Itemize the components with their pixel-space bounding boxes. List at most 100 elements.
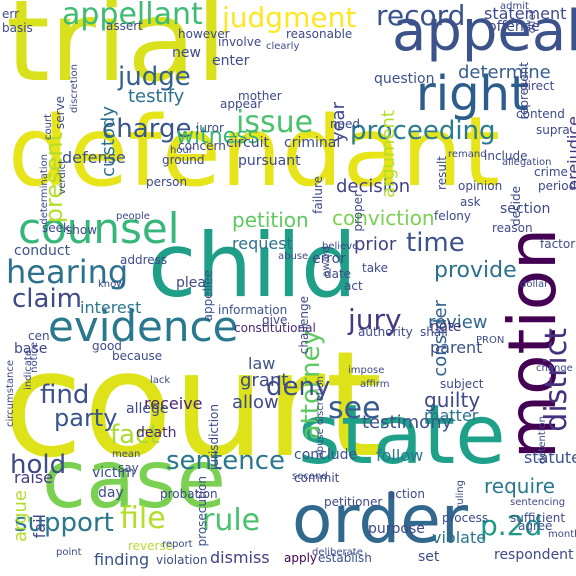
word: receive <box>144 394 203 413</box>
word: death <box>136 425 177 441</box>
word: error <box>312 251 346 267</box>
word: judgment <box>222 1 357 34</box>
word: plea <box>176 275 206 291</box>
word: offense <box>488 19 540 35</box>
word: discretion <box>69 64 80 114</box>
word: process <box>442 511 489 525</box>
word: verdict <box>57 160 68 195</box>
word: basis <box>2 21 33 35</box>
word: case <box>42 433 226 526</box>
word: order <box>292 481 468 558</box>
word: factor <box>540 237 576 251</box>
word: provide <box>434 258 517 283</box>
word: result <box>435 156 449 190</box>
word: establish <box>318 551 372 565</box>
word: supra <box>536 123 570 137</box>
word: say <box>118 461 139 475</box>
word: person <box>146 175 188 189</box>
word: award <box>321 246 332 277</box>
word: statute <box>524 448 576 467</box>
word: give <box>262 313 288 327</box>
word: information <box>218 303 288 317</box>
word: circumstance <box>5 360 16 427</box>
word: agree <box>518 519 553 533</box>
word: felony <box>434 209 471 223</box>
word: evidence <box>48 302 239 351</box>
word: mother <box>238 89 282 103</box>
word: base <box>14 341 48 357</box>
word: charge <box>102 114 192 144</box>
word: need <box>330 117 360 131</box>
word: report <box>162 539 193 550</box>
word: remand <box>448 149 487 160</box>
word: parent <box>430 338 483 357</box>
word: purpose <box>368 521 425 537</box>
word: reason <box>492 221 533 235</box>
word: note <box>430 319 462 335</box>
word: criminal <box>284 135 341 151</box>
word: sentence <box>166 446 285 476</box>
word: request <box>232 234 293 253</box>
word: testify <box>128 86 185 107</box>
word: sufficient <box>510 511 566 525</box>
word: good <box>92 339 122 353</box>
word: violate <box>432 528 487 547</box>
word: guilty <box>424 388 481 412</box>
word: commit <box>294 471 340 485</box>
word: conviction <box>332 206 435 230</box>
word: issue <box>236 105 314 140</box>
word: jury <box>348 303 402 336</box>
word: show <box>66 223 98 237</box>
word: decide <box>509 186 523 226</box>
word: trial <box>6 0 227 107</box>
word: period <box>538 179 576 193</box>
word: appellant <box>62 0 203 32</box>
word: state <box>298 388 506 483</box>
word: law <box>248 354 276 373</box>
word: opinion <box>458 179 503 193</box>
word: sentencing <box>510 497 566 508</box>
word: direct <box>520 79 555 93</box>
word: dismiss <box>210 548 270 567</box>
word: fact <box>110 420 160 450</box>
word: petition <box>232 208 309 232</box>
word: failure <box>311 176 325 214</box>
word: juror <box>196 121 224 135</box>
word: constitutional <box>234 321 316 335</box>
word: point <box>56 547 82 558</box>
word: conclude <box>294 447 358 463</box>
word: victim <box>92 465 135 481</box>
word: reasonable <box>286 27 353 41</box>
word: reverse <box>128 539 174 553</box>
word: day <box>98 485 124 501</box>
word: concern <box>178 139 226 153</box>
word: counsel <box>18 204 180 253</box>
word: second <box>292 471 328 482</box>
word: support <box>14 508 114 538</box>
word: statement <box>484 4 567 23</box>
word: grant <box>240 370 289 391</box>
word: date <box>324 267 352 281</box>
word: party <box>54 404 118 432</box>
word: hearing <box>6 253 129 291</box>
word: indicate <box>23 350 34 390</box>
word: dollar <box>520 279 549 290</box>
word: abuse discretion <box>315 376 326 459</box>
word: ask <box>460 195 481 209</box>
word: action <box>388 487 425 501</box>
word: argue <box>10 490 31 543</box>
word: interest <box>80 298 142 317</box>
word: subject <box>440 377 484 391</box>
word: court <box>3 320 383 490</box>
word: fail <box>30 514 49 539</box>
word: follow <box>376 446 424 465</box>
word: rule <box>202 503 261 538</box>
word: offer <box>527 10 538 34</box>
word: violation <box>156 553 208 567</box>
word: assert <box>106 19 143 33</box>
word: determination <box>39 154 50 225</box>
word: believe <box>322 241 359 252</box>
word: claim <box>12 284 83 314</box>
word: ruling <box>455 480 466 509</box>
